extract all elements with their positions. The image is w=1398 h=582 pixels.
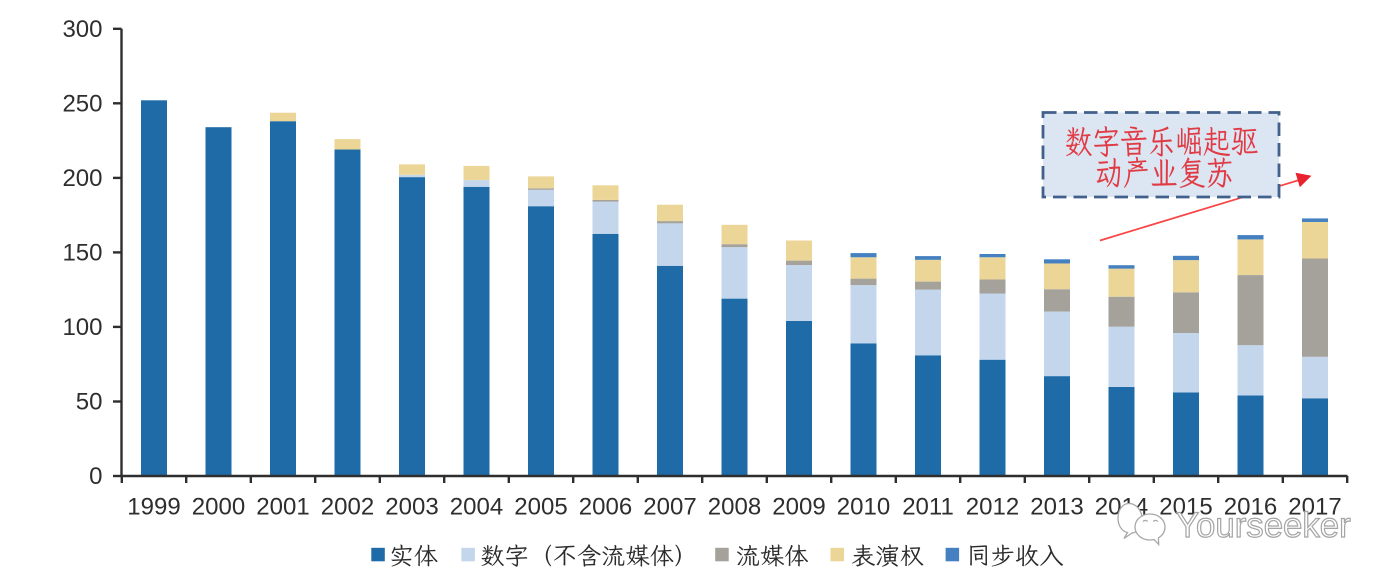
svg-text:2012: 2012	[966, 494, 1019, 521]
svg-text:2000: 2000	[192, 494, 245, 521]
svg-text:Yourseeker: Yourseeker	[1176, 506, 1351, 545]
svg-text:2011: 2011	[902, 494, 954, 521]
svg-text:0: 0	[89, 463, 102, 490]
svg-text:250: 250	[62, 91, 102, 118]
svg-text:2002: 2002	[321, 494, 374, 521]
svg-text:2010: 2010	[837, 494, 890, 521]
svg-text:2001: 2001	[256, 494, 309, 521]
svg-text:2007: 2007	[643, 494, 696, 521]
svg-text:100: 100	[62, 314, 102, 341]
svg-text:300: 300	[62, 16, 102, 43]
svg-text:200: 200	[62, 165, 102, 192]
svg-text:1999: 1999	[127, 494, 180, 521]
svg-text:50: 50	[76, 389, 103, 416]
svg-text:2004: 2004	[450, 494, 503, 521]
svg-text:2006: 2006	[579, 494, 632, 521]
svg-text:2017: 2017	[1288, 494, 1341, 521]
svg-text:2016: 2016	[1224, 494, 1277, 521]
svg-text:2013: 2013	[1030, 494, 1083, 521]
svg-text:150: 150	[62, 240, 102, 267]
svg-text:2015: 2015	[1159, 494, 1212, 521]
svg-text:2009: 2009	[772, 494, 825, 521]
svg-text:2005: 2005	[514, 494, 567, 521]
svg-text:2003: 2003	[385, 494, 438, 521]
svg-text:2008: 2008	[708, 494, 761, 521]
